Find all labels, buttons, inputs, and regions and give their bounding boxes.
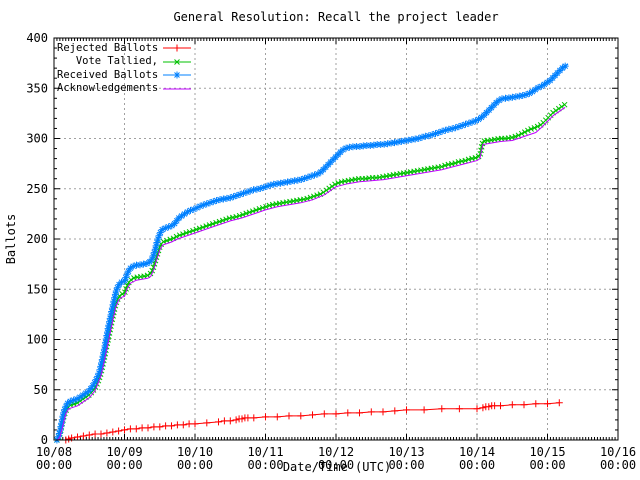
tick-label: 350 [26, 81, 48, 95]
x-axis-label: Date/Time (UTC) [282, 460, 392, 474]
tick-label: 00:00 [247, 458, 283, 472]
series-received-ballots [53, 62, 569, 444]
legend-item-received-ballots: Received Ballots [57, 68, 192, 82]
tick-label: 00:00 [459, 458, 495, 472]
tick-label: 00:00 [318, 458, 354, 472]
tick-label: 0 [41, 433, 48, 447]
legend-line-sample [163, 71, 191, 79]
tick-label: 100 [26, 333, 48, 347]
tick-label: 10/15 [529, 445, 565, 459]
tick-label: 10/11 [247, 445, 283, 459]
tick-label: 10/09 [106, 445, 142, 459]
tick-label: 10/16 [600, 445, 636, 459]
tick-label: 250 [26, 182, 48, 196]
legend-label: Rejected Ballots [57, 41, 159, 54]
series-vote-tallied [54, 101, 568, 443]
tick-labels: 05010015020025030035040010/0800:0010/090… [26, 31, 636, 472]
legend-label: Acknowledgements [57, 82, 159, 95]
legend-line-sample [163, 88, 191, 90]
legend-line-sample [163, 44, 191, 52]
series-acknowledgements [57, 106, 566, 441]
legend-label: Received Ballots [57, 68, 159, 81]
legend-line-sample [163, 58, 191, 65]
tick-label: 10/10 [177, 445, 213, 459]
tick-label: 00:00 [388, 458, 424, 472]
legend-item-rejected-ballots: Rejected Ballots [57, 41, 192, 55]
grid-lines [54, 38, 618, 440]
tick-label: 10/08 [36, 445, 72, 459]
tick-label: 400 [26, 31, 48, 45]
plot-border [53, 37, 619, 441]
series-rejected-ballots [62, 399, 563, 444]
legend-label: Vote Tallied, [75, 55, 158, 68]
tick-label: 00:00 [600, 458, 636, 472]
tick-label: 200 [26, 232, 48, 246]
tick-label: 10/14 [459, 445, 495, 459]
legend: Rejected Ballots Vote Tallied, Received … [57, 41, 192, 95]
chart-title: General Resolution: Recall the project l… [173, 10, 499, 24]
tick-label: 150 [26, 282, 48, 296]
tick-label: 00:00 [36, 458, 72, 472]
tick-label: 00:00 [529, 458, 565, 472]
tick-label: 00:00 [106, 458, 142, 472]
legend-item-acknowledgements: Acknowledgements [57, 82, 192, 96]
tick-label: 10/13 [388, 445, 424, 459]
tick-label: 10/12 [318, 445, 354, 459]
legend-item-vote-tallied: Vote Tallied, [57, 55, 192, 69]
tick-label: 300 [26, 132, 48, 146]
tick-label: 00:00 [177, 458, 213, 472]
tick-label: 50 [34, 383, 48, 397]
y-axis-label: Ballots [4, 213, 18, 265]
